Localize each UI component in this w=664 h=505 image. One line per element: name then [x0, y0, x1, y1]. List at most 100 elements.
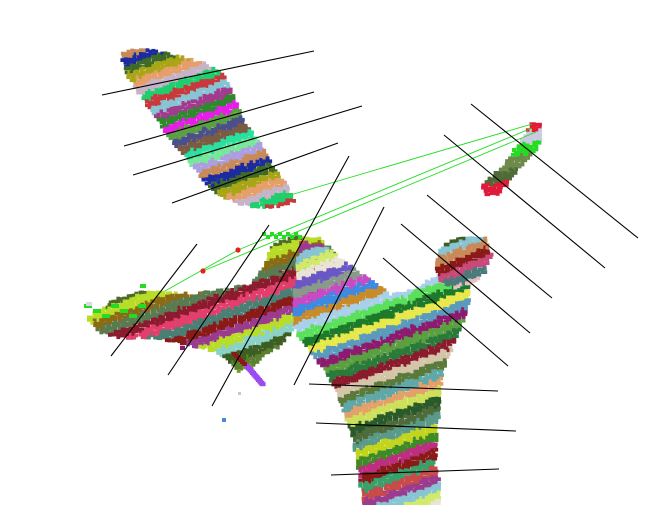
point-sample	[446, 319, 450, 324]
point-sample	[313, 244, 318, 249]
point-sample	[489, 180, 494, 185]
point-sample	[172, 139, 177, 144]
point-sample	[101, 321, 106, 326]
point-sample	[220, 94, 225, 99]
point-sample	[298, 327, 303, 332]
point-sample	[493, 180, 498, 184]
point-sample	[319, 265, 324, 270]
point-sample	[173, 338, 178, 343]
point-sample	[276, 243, 281, 248]
point-sample	[165, 72, 170, 77]
upper-right-point-cloud	[481, 122, 543, 197]
point-sample	[314, 265, 319, 269]
point-sample	[510, 156, 515, 161]
point-sample	[242, 351, 247, 356]
point-sample	[304, 304, 309, 309]
point-sample	[373, 307, 378, 311]
point-sample	[141, 96, 146, 101]
point-sample	[343, 309, 348, 314]
point-sample	[440, 325, 445, 330]
point-sample	[220, 90, 225, 95]
point-sample	[210, 312, 214, 316]
point-sample	[436, 331, 441, 335]
point-sample	[189, 115, 194, 119]
point-sample	[295, 282, 300, 287]
point-sample	[328, 360, 333, 365]
point-sample	[275, 261, 280, 266]
point-sample	[398, 328, 403, 332]
point-sample	[358, 274, 363, 278]
point-sample	[278, 312, 283, 316]
point-sample	[334, 355, 339, 360]
point-sample	[243, 357, 247, 362]
point-sample	[142, 70, 146, 75]
point-sample	[359, 324, 364, 329]
point-sample	[233, 357, 238, 361]
point-sample	[264, 166, 269, 170]
point-sample	[427, 309, 432, 314]
point-sample	[415, 334, 420, 338]
point-sample	[231, 345, 236, 350]
point-sample	[168, 129, 173, 134]
point-sample	[228, 360, 232, 364]
point-sample	[270, 318, 275, 323]
point-sample	[245, 305, 250, 310]
point-sample	[358, 361, 363, 366]
point-sample	[259, 163, 263, 167]
point-sample	[292, 312, 297, 317]
point-sample	[174, 76, 179, 81]
point-sample	[247, 156, 251, 161]
point-sample	[523, 138, 528, 142]
point-sample	[195, 121, 200, 125]
point-sample	[260, 288, 265, 292]
point-sample	[263, 297, 268, 302]
point-sample	[276, 257, 280, 262]
point-sample	[180, 139, 185, 144]
point-sample	[304, 288, 309, 293]
point-sample	[224, 287, 229, 292]
point-sample	[221, 338, 226, 343]
point-sample	[237, 123, 242, 128]
point-sample	[171, 60, 176, 65]
point-sample	[502, 165, 506, 170]
point-sample	[302, 321, 307, 326]
point-sample	[307, 303, 312, 308]
point-sample	[225, 336, 229, 340]
point-sample	[196, 148, 201, 152]
point-sample	[443, 360, 447, 365]
point-sample	[252, 293, 256, 298]
point-sample	[207, 168, 212, 173]
point-sample	[421, 343, 426, 347]
point-sample	[329, 261, 333, 266]
point-sample	[119, 306, 124, 310]
point-sample	[211, 109, 216, 113]
point-sample	[157, 52, 162, 57]
point-sample	[253, 145, 258, 149]
point-sample	[252, 290, 257, 295]
point-sample	[179, 299, 184, 304]
point-sample	[255, 142, 260, 147]
point-sample	[315, 240, 320, 245]
point-sample	[153, 314, 158, 319]
point-sample	[229, 180, 234, 185]
point-sample	[220, 156, 225, 161]
point-sample	[323, 352, 327, 357]
point-sample	[313, 327, 318, 332]
point-sample	[248, 354, 253, 359]
point-sample	[265, 189, 269, 194]
point-sample	[135, 324, 140, 329]
point-sample	[219, 300, 224, 305]
point-sample	[329, 273, 334, 278]
point-sample	[173, 291, 178, 296]
point-sample	[397, 345, 402, 350]
point-sample	[346, 333, 351, 338]
point-sample	[241, 195, 246, 200]
point-sample	[386, 351, 390, 356]
point-sample	[221, 315, 226, 320]
point-sample	[291, 248, 296, 253]
point-sample	[202, 87, 207, 92]
point-sample	[410, 315, 415, 320]
point-sample	[181, 141, 185, 146]
point-sample	[302, 273, 307, 278]
point-sample	[317, 295, 322, 299]
